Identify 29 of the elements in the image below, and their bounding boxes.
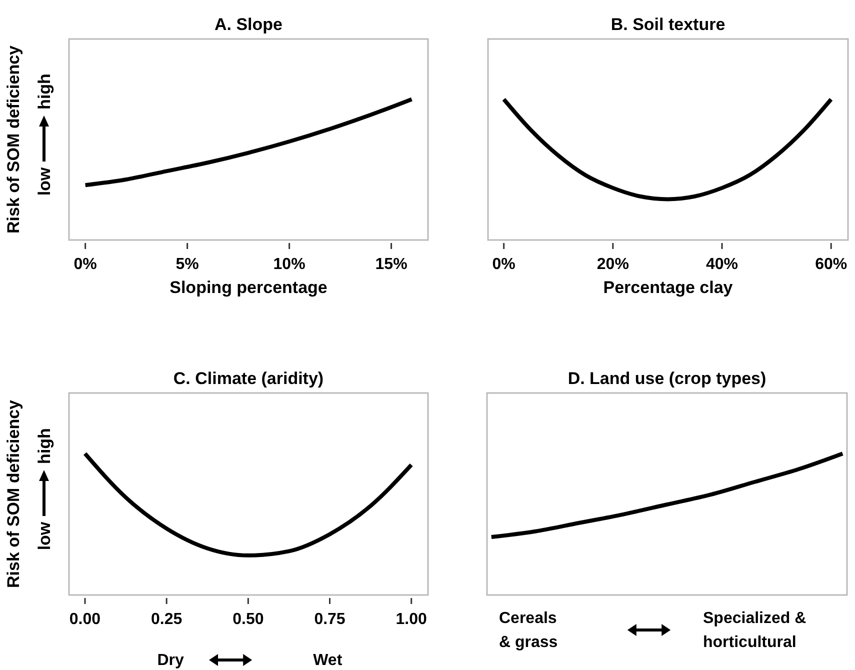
text: low xyxy=(35,166,54,196)
text: high xyxy=(35,428,54,464)
x-axis-title: Percentage clay xyxy=(603,278,734,297)
x-tick-label: 0.50 xyxy=(232,611,264,628)
x-tick-label: 0.25 xyxy=(151,611,182,628)
x-tick-label: 20% xyxy=(596,256,629,273)
text: Wet xyxy=(313,652,343,669)
y-axis-title: Risk of SOM deficiency xyxy=(4,399,23,588)
x-axis-title: Sloping percentage xyxy=(170,278,328,297)
x-tick-label: 40% xyxy=(706,256,738,273)
x-tick-label: 0.00 xyxy=(69,611,101,628)
text: Dry xyxy=(157,652,184,669)
x-tick-label: 60% xyxy=(815,256,848,273)
x-tick-label: 10% xyxy=(273,256,306,273)
chart-title: B. Soil texture xyxy=(610,15,726,34)
y-axis-title: Risk of SOM deficiency xyxy=(4,44,23,234)
chart-title: C. Climate (aridity) xyxy=(173,369,324,388)
text: high xyxy=(35,74,54,110)
chart-title: A. Slope xyxy=(214,15,283,34)
x-tick-label: 0.75 xyxy=(314,611,346,628)
text: Specialized & horticultural xyxy=(703,610,807,651)
x-tick-label: 15% xyxy=(375,256,408,273)
x-tick-label: 1.00 xyxy=(396,611,428,628)
text: Cereals & grass xyxy=(499,610,558,651)
chart-title: D. Land use (crop types) xyxy=(568,369,766,388)
text: low xyxy=(35,521,54,550)
x-tick-label: 0% xyxy=(74,256,97,273)
x-tick-label: 5% xyxy=(176,256,199,273)
x-tick-label: 0% xyxy=(492,256,516,273)
